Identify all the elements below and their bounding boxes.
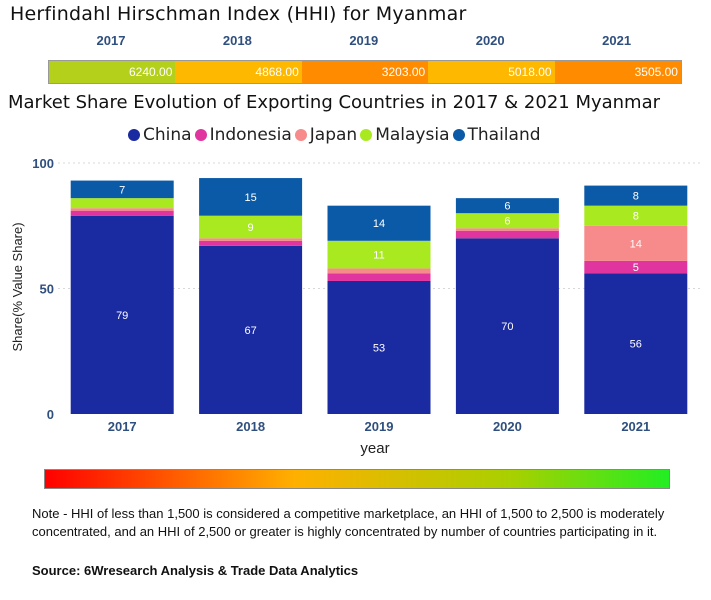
bar-japan-2020[interactable] bbox=[455, 228, 559, 231]
legend-swatch bbox=[452, 129, 465, 141]
bar-thailand-2019[interactable] bbox=[327, 205, 431, 241]
bar-indonesia-2020[interactable] bbox=[455, 230, 559, 239]
legend-swatch bbox=[294, 129, 307, 141]
data-label: 53 bbox=[373, 342, 385, 354]
bar-japan-2021[interactable] bbox=[584, 225, 688, 261]
data-label: 5 bbox=[633, 262, 639, 274]
bar-japan-2018[interactable] bbox=[199, 238, 303, 241]
bar-china-2021[interactable] bbox=[584, 273, 688, 414]
y-axis-label: Share(% Value Share) bbox=[10, 222, 25, 351]
x-tick-label: 2020 bbox=[493, 419, 522, 434]
y-tick-label: 50 bbox=[40, 282, 54, 297]
hhi-cell-2019: 3203.00 bbox=[301, 61, 429, 83]
x-tick-label: 2021 bbox=[621, 419, 650, 434]
hhi-cell-2021: 3505.00 bbox=[554, 61, 681, 83]
hhi-year-2019: 2019 bbox=[349, 33, 379, 48]
bar-malaysia-2018[interactable] bbox=[199, 215, 303, 239]
bar-malaysia-2017[interactable] bbox=[70, 198, 174, 209]
legend-item-malaysia[interactable]: Malaysia bbox=[360, 125, 450, 145]
data-label: 14 bbox=[630, 238, 642, 250]
data-label: 15 bbox=[244, 192, 256, 204]
legend-label: Thailand bbox=[467, 125, 541, 145]
data-label: 14 bbox=[373, 218, 385, 230]
data-label: 7 bbox=[119, 184, 125, 196]
bar-indonesia-2018[interactable] bbox=[199, 240, 303, 246]
data-label: 6 bbox=[504, 201, 510, 213]
bar-malaysia-2021[interactable] bbox=[584, 205, 688, 226]
data-label: 8 bbox=[633, 211, 639, 223]
data-label: 56 bbox=[630, 339, 642, 351]
bar-japan-2017[interactable] bbox=[70, 208, 174, 211]
note-text: Note - HHI of less than 1,500 is conside… bbox=[32, 506, 665, 539]
hhi-cell-2017: 6240.00 bbox=[49, 61, 176, 83]
hhi-year-2018: 2018 bbox=[222, 33, 252, 48]
legend-swatch bbox=[360, 129, 373, 141]
legend-item-thailand[interactable]: Thailand bbox=[452, 125, 541, 145]
hhi-year-2017: 2017 bbox=[96, 33, 126, 48]
legend-item-china[interactable]: China bbox=[128, 125, 192, 145]
x-tick-label: 2017 bbox=[108, 419, 137, 434]
bar-thailand-2018[interactable] bbox=[199, 178, 303, 216]
bar-japan-2019[interactable] bbox=[327, 268, 431, 274]
bar-thailand-2021[interactable] bbox=[584, 185, 688, 206]
chart-title: Market Share Evolution of Exporting Coun… bbox=[8, 92, 661, 113]
data-label: 11 bbox=[373, 250, 384, 262]
hhi-value: 4868.00 bbox=[255, 65, 299, 79]
legend-label: Indonesia bbox=[209, 125, 292, 145]
bar-china-2019[interactable] bbox=[327, 280, 431, 414]
legend-swatch bbox=[128, 129, 140, 141]
hhi-year-2021: 2021 bbox=[602, 33, 632, 48]
hhi-value-strip: 6240.00 4868.00 3203.00 5018.00 3505.00 bbox=[48, 60, 682, 84]
data-label: 79 bbox=[116, 310, 128, 322]
hhi-cell-2018: 4868.00 bbox=[175, 61, 302, 83]
legend-label: Japan bbox=[309, 125, 358, 145]
hhi-title: Herfindahl Hirschman Index (HHI) for Mya… bbox=[10, 3, 467, 25]
data-label: 8 bbox=[633, 191, 639, 203]
hhi-value: 5018.00 bbox=[508, 65, 552, 79]
hhi-year-2020: 2020 bbox=[475, 33, 505, 48]
legend-label: Malaysia bbox=[375, 125, 450, 145]
data-label: 6 bbox=[504, 216, 510, 228]
bar-china-2017[interactable] bbox=[70, 215, 174, 414]
bar-china-2020[interactable] bbox=[455, 238, 559, 414]
chart-legend: China Indonesia Japan Malaysia Thailand bbox=[128, 125, 544, 145]
bar-indonesia-2019[interactable] bbox=[327, 273, 431, 281]
bar-thailand-2017[interactable] bbox=[70, 180, 174, 199]
bar-malaysia-2020[interactable] bbox=[455, 213, 559, 229]
source-text: Source: 6Wresearch Analysis & Trade Data… bbox=[32, 563, 359, 578]
hhi-gradient-scale bbox=[44, 469, 670, 489]
y-tick-label: 100 bbox=[32, 156, 54, 171]
legend-item-japan[interactable]: Japan bbox=[294, 125, 358, 145]
x-tick-label: 2019 bbox=[365, 419, 394, 434]
bar-thailand-2020[interactable] bbox=[455, 198, 559, 214]
legend-label: China bbox=[143, 125, 192, 145]
legend-swatch bbox=[194, 129, 207, 141]
legend-item-indonesia[interactable]: Indonesia bbox=[194, 125, 292, 145]
x-tick-label: 2018 bbox=[236, 419, 265, 434]
hhi-value: 6240.00 bbox=[129, 65, 173, 79]
bar-indonesia-2021[interactable] bbox=[584, 260, 688, 274]
data-label: 9 bbox=[248, 222, 254, 234]
stacked-bar-chart: 79 7 67 9 15 53 11 14 70 6 6 56 5 14 8 8 0 50 100 2017 201… bbox=[10, 156, 700, 457]
data-label: 70 bbox=[501, 321, 513, 333]
hhi-value: 3505.00 bbox=[634, 65, 678, 79]
data-label: 67 bbox=[244, 325, 256, 337]
hhi-cell-2020: 5018.00 bbox=[428, 61, 555, 83]
y-tick-label: 0 bbox=[47, 407, 54, 422]
hhi-value: 3203.00 bbox=[381, 65, 426, 79]
bar-china-2018[interactable] bbox=[199, 245, 303, 414]
bar-indonesia-2017[interactable] bbox=[70, 210, 174, 216]
bar-malaysia-2019[interactable] bbox=[327, 240, 431, 269]
hhi-year-header: 2017 2018 2019 2020 2021 bbox=[48, 33, 682, 53]
x-axis-label: year bbox=[360, 440, 389, 457]
